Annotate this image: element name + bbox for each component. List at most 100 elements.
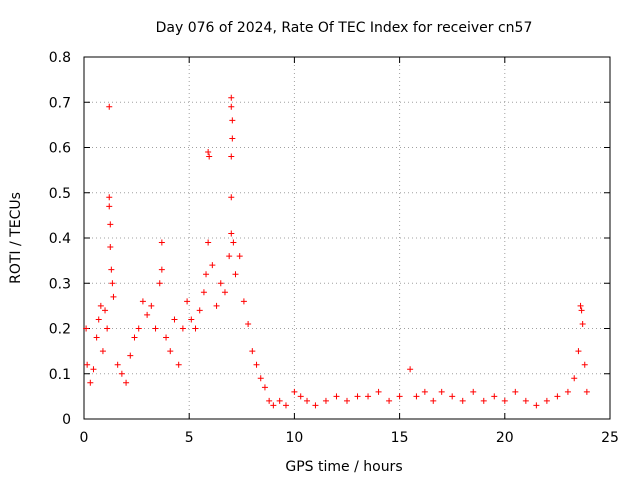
data-point [135, 325, 142, 332]
data-point [245, 320, 252, 327]
data-points [83, 94, 590, 409]
data-point [200, 289, 207, 296]
data-point [192, 325, 199, 332]
data-point [206, 153, 213, 160]
data-point [139, 298, 146, 305]
y-tick-label: 0.3 [49, 276, 71, 292]
data-point [106, 103, 113, 110]
data-point [203, 271, 210, 278]
data-point [386, 397, 393, 404]
data-point [512, 388, 519, 395]
x-tick-label: 0 [80, 430, 89, 446]
data-point [107, 221, 114, 228]
y-tick-label: 0.6 [49, 141, 71, 157]
data-point [93, 334, 100, 341]
data-point [276, 397, 283, 404]
data-point [175, 361, 182, 368]
data-point [196, 307, 203, 314]
y-tick-label: 0.8 [49, 50, 71, 66]
data-point [230, 239, 237, 246]
data-point [158, 266, 165, 273]
data-point [110, 293, 117, 300]
data-point [581, 361, 588, 368]
data-point [226, 253, 233, 260]
data-point [156, 280, 163, 287]
data-point [291, 388, 298, 395]
data-point [167, 348, 174, 355]
data-point [228, 153, 235, 160]
tick-labels: 0 5 10 15 20 25 0 0.1 0.2 0.3 0.4 0.5 0.6 0.7 0.8 [49, 50, 619, 446]
data-point [421, 388, 428, 395]
y-axis-title: ROTI / TECUs [8, 192, 24, 284]
data-point [430, 397, 437, 404]
x-tick-label: 5 [185, 430, 194, 446]
data-point [491, 393, 498, 400]
data-point [209, 262, 216, 269]
data-point [413, 393, 420, 400]
data-point [188, 316, 195, 323]
x-tick-label: 20 [496, 430, 514, 446]
grid-lines [84, 57, 610, 419]
data-point [217, 280, 224, 287]
data-point [375, 388, 382, 395]
data-point [577, 302, 584, 309]
data-point [365, 393, 372, 400]
data-point [83, 325, 90, 332]
data-point [102, 307, 109, 314]
data-point [533, 402, 540, 409]
data-point [148, 302, 155, 309]
data-point [184, 298, 191, 305]
data-point [205, 239, 212, 246]
data-point [297, 393, 304, 400]
data-point [249, 348, 256, 355]
data-point [270, 402, 277, 409]
data-point [480, 397, 487, 404]
data-point [171, 316, 178, 323]
data-point [575, 348, 582, 355]
data-point [407, 366, 414, 373]
data-point [99, 348, 106, 355]
data-point [266, 397, 273, 404]
data-point [213, 302, 220, 309]
data-point [470, 388, 477, 395]
data-point [236, 253, 243, 260]
y-tick-label: 0.7 [49, 95, 71, 111]
data-point [228, 230, 235, 237]
x-tick-label: 10 [285, 430, 303, 446]
x-tick-label: 25 [601, 430, 619, 446]
data-point [522, 397, 529, 404]
data-point [253, 361, 260, 368]
data-point [221, 289, 228, 296]
data-point [579, 320, 586, 327]
data-point [104, 325, 111, 332]
data-point [179, 325, 186, 332]
data-point [282, 402, 289, 409]
chart-title: Day 076 of 2024, Rate Of TEC Index for r… [156, 20, 533, 36]
data-point [554, 393, 561, 400]
data-point [108, 266, 115, 273]
y-tick-label: 0.5 [49, 186, 71, 202]
data-point [578, 307, 585, 314]
data-point [459, 397, 466, 404]
data-point [87, 379, 94, 386]
data-point [354, 393, 361, 400]
axis-ticks [83, 56, 611, 420]
data-point [228, 94, 235, 101]
data-point [163, 334, 170, 341]
data-point [438, 388, 445, 395]
data-point [333, 393, 340, 400]
data-point [564, 388, 571, 395]
data-point [228, 194, 235, 201]
y-tick-label: 0.2 [49, 322, 71, 338]
data-point [95, 316, 102, 323]
data-point [144, 311, 151, 318]
data-point [501, 397, 508, 404]
x-axis-title: GPS time / hours [285, 459, 402, 475]
data-point [158, 239, 165, 246]
data-point [109, 280, 116, 287]
y-tick-label: 0 [62, 412, 71, 428]
data-point [344, 397, 350, 404]
data-point [261, 384, 268, 391]
data-point [97, 302, 104, 309]
